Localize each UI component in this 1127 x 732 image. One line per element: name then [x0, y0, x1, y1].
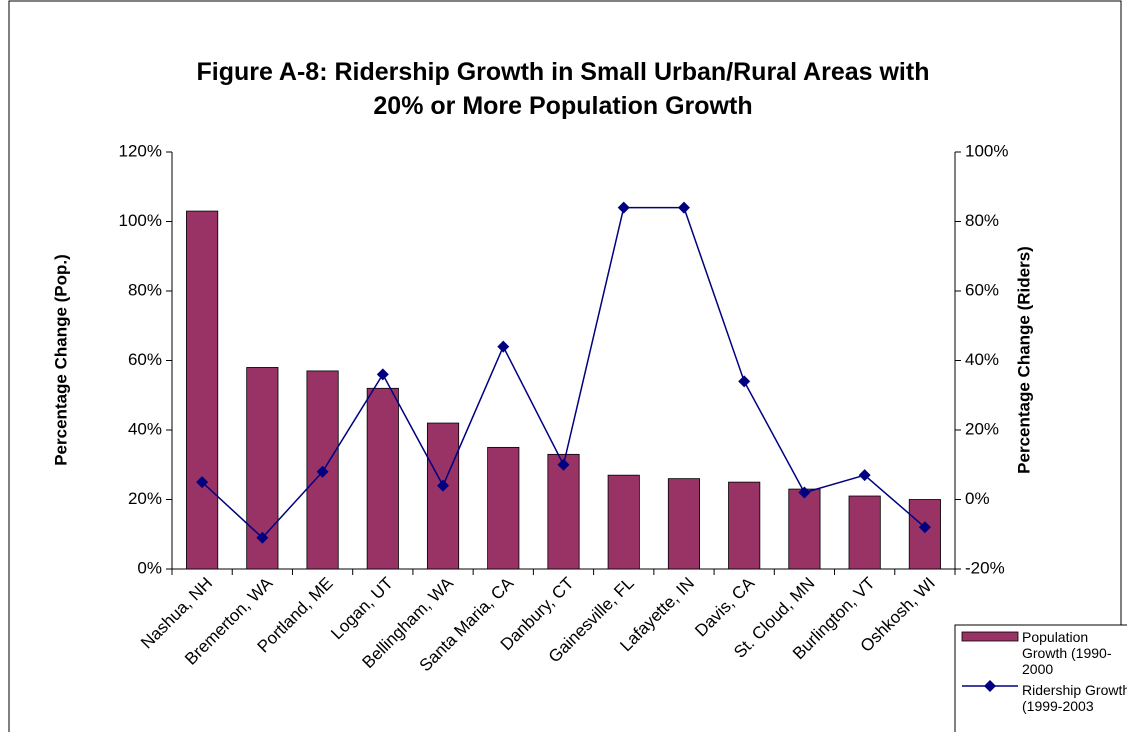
marker	[677, 201, 690, 214]
marker	[376, 368, 389, 381]
marker	[196, 476, 209, 489]
bar	[848, 495, 881, 570]
marker	[497, 340, 510, 353]
marker	[557, 458, 570, 471]
bar	[908, 499, 941, 570]
legend-label: Population Growth (1990-2000	[1022, 629, 1112, 677]
legend-key	[984, 680, 996, 692]
y2-tick-label: 40%	[965, 350, 999, 369]
bar	[426, 422, 460, 570]
bar	[728, 481, 761, 570]
y2-tick-label: 0%	[965, 489, 990, 508]
marker	[918, 521, 931, 534]
y-tick-label: 80%	[128, 280, 162, 299]
y2-axis-label: Percentage Change (Riders)	[1014, 246, 1033, 474]
y-tick-label: 40%	[128, 419, 162, 438]
marker	[858, 469, 871, 482]
marker	[316, 465, 329, 478]
marker	[256, 531, 269, 544]
bar	[186, 210, 219, 570]
marker	[617, 201, 630, 214]
bar	[366, 387, 399, 570]
y2-tick-label: 100%	[965, 141, 1008, 160]
marker	[798, 486, 811, 499]
y-tick-label: 20%	[128, 489, 162, 508]
y-tick-label: 60%	[128, 350, 162, 369]
marker	[738, 375, 751, 388]
chart-frame	[8, 0, 1122, 732]
y-tick-label: 120%	[119, 141, 162, 160]
y-tick-label: 0%	[137, 558, 162, 577]
bar	[667, 478, 701, 570]
bar	[788, 488, 821, 570]
marker	[437, 479, 450, 492]
y2-tick-label: 60%	[965, 280, 999, 299]
y-axis-label: Percentage Change (Pop.)	[51, 254, 70, 466]
legend-box	[954, 624, 1127, 732]
y2-tick-label: -20%	[965, 558, 1005, 577]
chart-title: Figure A-8: Ridership Growth in Small Ur…	[196, 58, 930, 120]
y-tick-label: 100%	[119, 211, 162, 230]
bar	[487, 446, 520, 570]
legend-key	[961, 631, 1019, 642]
legend-label: Ridership Growth (1999-2003	[1022, 682, 1127, 714]
y2-tick-label: 80%	[965, 211, 999, 230]
bar	[607, 474, 640, 570]
bar	[547, 453, 580, 570]
y2-tick-label: 20%	[965, 419, 999, 438]
